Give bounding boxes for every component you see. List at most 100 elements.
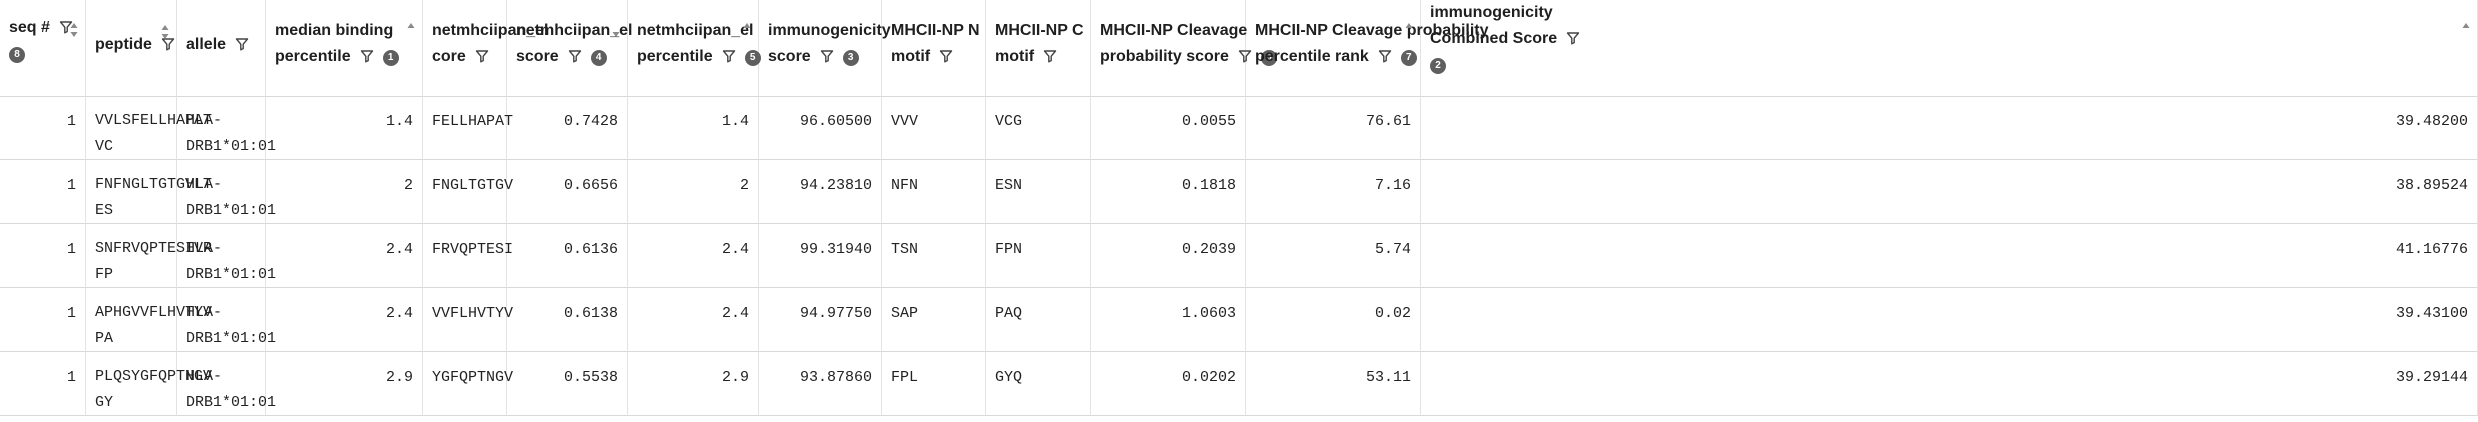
cell-text: 39.29144: [2395, 369, 2468, 386]
sort-icon[interactable]: [2462, 22, 2470, 38]
cell-immunogenicity-combined-score: 39.29144: [1421, 352, 2478, 416]
cell-mhcii-np-cleavage-probability-percentile-rank: 76.61: [1246, 96, 1421, 160]
filter-icon[interactable]: [359, 48, 375, 64]
cell-immunogenicity-score: 99.31940: [759, 224, 882, 288]
column-header-netmhciipan-el-core[interactable]: netmhciipan_el core: [423, 0, 548, 96]
column-header-label: MHCII-NP N motif: [891, 18, 980, 70]
cell-immunogenicity-score: 94.23810: [759, 160, 882, 224]
column-header-mhcii-np-n-motif[interactable]: MHCII-NP N motif: [882, 0, 986, 96]
cell-text: HLA-: [186, 240, 223, 257]
column-header-text: score: [768, 48, 811, 65]
cell-text: 1: [66, 305, 76, 322]
cell-netmhciipan-el-score: 0.6136: [507, 224, 628, 288]
cell-text: YGFQPTNGV: [432, 369, 514, 386]
cell-netmhciipan-el-percentile: 2.9: [628, 352, 759, 416]
cell-text: 1: [66, 113, 76, 130]
column-header-mhcii-np-cleavage-probability-score[interactable]: MHCII-NP Cleavage probability score 6: [1091, 0, 1277, 96]
cell-allele: HLA- DRB1*01:01: [177, 160, 276, 224]
sort-order-badge: 5: [744, 50, 761, 66]
column-header-immunogenicity-combined-score[interactable]: immunogenicity Combined Score 2: [1421, 0, 2478, 96]
cell-text: 2.4: [721, 241, 749, 258]
cell-text: APHGVVFLHVTYV: [95, 304, 213, 321]
cell-text: ES: [95, 202, 114, 219]
cell-text: 0.2039: [1181, 241, 1236, 258]
filter-icon[interactable]: [474, 48, 490, 64]
column-header-seq[interactable]: seq # 8: [0, 0, 86, 96]
column-header-immunogenicity-score[interactable]: immunogenicity score 3: [759, 0, 891, 96]
cell-seq: 1: [0, 352, 86, 416]
column-header-text: allele: [186, 36, 227, 53]
cell-mhcii-np-c-motif: FPN: [986, 224, 1091, 288]
table-row[interactable]: 1 SNFRVQPTESIVR FP HLA- DRB1*01:01 2.4 FRVQPTE…: [0, 224, 2478, 288]
sort-icon[interactable]: [161, 24, 169, 40]
column-header-peptide[interactable]: peptide: [86, 0, 177, 96]
column-header-netmhciipan-el-percentile[interactable]: netmhciipan_el percentile 5: [628, 0, 761, 96]
cell-text: 93.87860: [799, 369, 872, 386]
column-header-mhcii-np-cleavage-probability-percentile-rank[interactable]: MHCII-NP Cleavage probability percentile …: [1246, 0, 1489, 96]
column-header-label: MHCII-NP Cleavage probability score 6: [1100, 18, 1277, 70]
cell-text: 0.6136: [563, 241, 618, 258]
cell-text: SAP: [891, 305, 919, 322]
cell-text: HLA-: [186, 112, 223, 129]
cell-text: TSN: [891, 241, 919, 258]
sort-order-badge: 4: [590, 50, 607, 66]
cell-allele: HLA- DRB1*01:01: [177, 288, 276, 352]
column-header-label: netmhciipan_el core: [432, 18, 548, 70]
filter-icon[interactable]: [1042, 48, 1058, 64]
filter-icon[interactable]: [1237, 48, 1253, 64]
filter-icon[interactable]: [1565, 30, 1581, 46]
cell-median-binding-percentile: 1.4: [266, 96, 423, 160]
cell-mhcii-np-cleavage-probability-percentile-rank: 53.11: [1246, 352, 1421, 416]
sort-icon[interactable]: [612, 22, 620, 38]
sort-icon[interactable]: [70, 22, 78, 38]
cell-text: 94.23810: [799, 177, 872, 194]
cell-mhcii-np-cleavage-probability-score: 0.1818: [1091, 160, 1246, 224]
column-header-text: median binding: [275, 22, 394, 39]
column-header-text: percentile: [275, 48, 351, 65]
table-row[interactable]: 1 VVLSFELLHAPAT VC HLA- DRB1*01:01 1.4 FELLHAP…: [0, 96, 2478, 160]
filter-icon[interactable]: [721, 48, 737, 64]
table-row[interactable]: 1 APHGVVFLHVTYV PA HLA- DRB1*01:01 2.4 VVFLHVT…: [0, 288, 2478, 352]
cell-text: FP: [95, 266, 114, 283]
column-header-median-binding-percentile[interactable]: median binding percentile 1: [266, 0, 423, 96]
cell-text: FNFNGLTGTGVLT: [95, 176, 213, 193]
column-header-text: immunogenicity: [768, 22, 891, 39]
filter-icon[interactable]: [567, 48, 583, 64]
cell-text: 99.31940: [799, 241, 872, 258]
filter-icon[interactable]: [58, 19, 74, 35]
column-header-allele[interactable]: allele: [177, 0, 266, 96]
column-header-netmhciipan-el-score[interactable]: netmhciipan_el score 4: [507, 0, 632, 96]
sort-icon[interactable]: [743, 22, 751, 38]
cell-text: 0.5538: [563, 369, 618, 386]
filter-icon[interactable]: [819, 48, 835, 64]
filter-icon[interactable]: [938, 48, 954, 64]
table-row[interactable]: 1 FNFNGLTGTGVLT ES HLA- DRB1*01:01 2 FNGLTGTGV…: [0, 160, 2478, 224]
cell-text: 0.6138: [563, 305, 618, 322]
cell-immunogenicity-score: 93.87860: [759, 352, 882, 416]
cell-text: 2.9: [385, 369, 413, 386]
cell-seq: 1: [0, 224, 86, 288]
cell-seq: 1: [0, 160, 86, 224]
cell-text: 53.11: [1365, 369, 1411, 386]
column-header-text: MHCII-NP Cleavage: [1100, 22, 1248, 39]
column-header-text: MHCII-NP C: [995, 22, 1084, 39]
cell-peptide: APHGVVFLHVTYV PA: [86, 288, 212, 352]
cell-immunogenicity-score: 94.97750: [759, 288, 882, 352]
cell-text: 5.74: [1374, 241, 1411, 258]
cell-text: 1: [66, 369, 76, 386]
column-header-text: netmhciipan_el: [432, 22, 549, 39]
table-row[interactable]: 1 PLQSYGFQPTNGV GY HLA- DRB1*01:01 2.9 YGFQPTN…: [0, 352, 2478, 416]
cell-immunogenicity-combined-score: 38.89524: [1421, 160, 2478, 224]
cell-netmhciipan-el-score: 0.6138: [507, 288, 628, 352]
sort-icon[interactable]: [1405, 22, 1413, 38]
cell-text: VCG: [995, 113, 1023, 130]
column-header-mhcii-np-c-motif[interactable]: MHCII-NP C motif: [986, 0, 1091, 96]
cell-text: VVV: [891, 113, 919, 130]
cell-text: 2.4: [721, 305, 749, 322]
cell-text: DRB1*01:01: [186, 138, 277, 155]
filter-icon[interactable]: [1377, 48, 1393, 64]
cell-text: FRVQPTESI: [432, 241, 514, 258]
filter-icon[interactable]: [160, 36, 176, 52]
sort-icon[interactable]: [407, 22, 415, 38]
filter-icon[interactable]: [234, 36, 250, 52]
